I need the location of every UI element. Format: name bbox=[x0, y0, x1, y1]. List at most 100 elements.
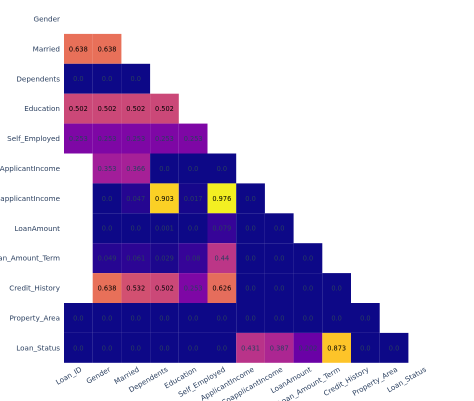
heatmap-cell bbox=[150, 303, 179, 333]
heatmap-cell bbox=[92, 183, 122, 214]
heatmap-cell bbox=[178, 123, 208, 154]
cell-value-label: 0.0 bbox=[188, 314, 199, 322]
heatmap-cell bbox=[207, 153, 237, 184]
cell-value-label: 0.253 bbox=[155, 135, 174, 143]
heatmap-cell bbox=[150, 213, 179, 244]
cell-value-label: 0.029 bbox=[155, 255, 174, 263]
cell-value-label: 0.976 bbox=[212, 195, 231, 203]
cell-value-label: 0.0 bbox=[102, 75, 113, 83]
heatmap-cell bbox=[322, 303, 351, 333]
cell-value-label: 0.0 bbox=[217, 165, 228, 173]
y-tick-label: Education bbox=[24, 104, 60, 113]
cell-value-label: 0.44 bbox=[215, 255, 230, 263]
heatmap-cell bbox=[236, 273, 265, 303]
cell-value-label: 0.502 bbox=[155, 105, 174, 113]
heatmap-cell bbox=[207, 332, 237, 363]
cell-value-label: 0.502 bbox=[69, 105, 88, 113]
heatmap-cell bbox=[236, 213, 265, 244]
heatmap-cell bbox=[64, 332, 93, 363]
cell-value-label: 0.017 bbox=[184, 195, 203, 203]
cell-value-label: 0.0 bbox=[73, 314, 84, 322]
heatmap-cell bbox=[121, 183, 151, 214]
heatmap-cell bbox=[293, 303, 323, 333]
heatmap-cell bbox=[92, 123, 122, 154]
cell-value-label: 0.0 bbox=[102, 344, 113, 352]
heatmap-cell bbox=[92, 153, 122, 184]
heatmap-cell bbox=[264, 273, 294, 303]
heatmap-cell bbox=[351, 303, 380, 333]
heatmap-cell bbox=[293, 243, 323, 274]
cell-value-label: 0.638 bbox=[69, 45, 88, 53]
heatmap-cell bbox=[264, 303, 294, 333]
cell-value-label: 0.253 bbox=[184, 284, 203, 292]
cell-value-label: 0.0 bbox=[303, 255, 314, 263]
y-tick-label: Gender bbox=[34, 14, 61, 23]
cell-value-label: 0.061 bbox=[126, 255, 145, 263]
heatmap-cell bbox=[236, 332, 265, 363]
cell-value-label: 0.0 bbox=[245, 195, 256, 203]
heatmap-cell bbox=[379, 332, 409, 363]
cell-value-label: 0.0 bbox=[217, 344, 228, 352]
heatmap-cell bbox=[92, 332, 122, 363]
cell-value-label: 0.0 bbox=[389, 344, 400, 352]
cell-value-label: 0.0 bbox=[73, 344, 84, 352]
y-tick-label: Loan_Amount_Term bbox=[0, 254, 60, 263]
y-tick-label: ApplicantIncome bbox=[0, 164, 61, 173]
cell-value-label: 0.0 bbox=[303, 314, 314, 322]
heatmap-cell bbox=[121, 303, 151, 333]
cell-value-label: 0.0 bbox=[188, 165, 199, 173]
heatmap-cell bbox=[264, 332, 294, 363]
heatmap-cell bbox=[92, 303, 122, 333]
x-tick-label: Gender bbox=[85, 365, 112, 386]
y-tick-label: Credit_History bbox=[9, 284, 61, 293]
cell-value-label: 0.0 bbox=[274, 225, 285, 233]
cell-value-label: 0.0 bbox=[131, 314, 142, 322]
heatmap-cell bbox=[121, 273, 151, 303]
heatmap-cell bbox=[150, 183, 179, 214]
heatmap-cell bbox=[121, 213, 151, 244]
heatmap-cell bbox=[150, 273, 179, 303]
cell-value-label: 0.0 bbox=[102, 225, 113, 233]
heatmap-cell bbox=[264, 213, 294, 244]
heatmap-cell bbox=[121, 93, 151, 124]
cell-value-label: 0.0 bbox=[131, 75, 142, 83]
cell-value-label: 0.0 bbox=[274, 284, 285, 292]
heatmap-cell bbox=[121, 153, 151, 184]
heatmap-cell bbox=[92, 63, 122, 94]
heatmap-cell bbox=[150, 93, 179, 124]
heatmap-cell bbox=[64, 93, 93, 124]
cell-value-label: 0.387 bbox=[270, 344, 289, 352]
cell-value-label: 0.0 bbox=[360, 344, 371, 352]
heatmap-cell bbox=[178, 183, 208, 214]
cell-value-label: 0.079 bbox=[212, 225, 231, 233]
cell-value-label: 0.626 bbox=[212, 284, 231, 292]
heatmap-cell bbox=[293, 273, 323, 303]
cell-value-label: 0.502 bbox=[98, 105, 117, 113]
heatmap-cell bbox=[207, 303, 237, 333]
heatmap-cell bbox=[121, 123, 151, 154]
heatmap-cell bbox=[264, 243, 294, 274]
cell-value-label: 0.0 bbox=[245, 225, 256, 233]
heatmap-cell bbox=[293, 332, 323, 363]
heatmap-cell bbox=[322, 332, 351, 363]
cell-value-label: 0.502 bbox=[155, 284, 174, 292]
cell-value-label: 0.0 bbox=[159, 344, 170, 352]
cell-value-label: 0.0 bbox=[245, 255, 256, 263]
cell-value-label: 0.0 bbox=[102, 195, 113, 203]
heatmap-cell bbox=[121, 243, 151, 274]
heatmap-cell bbox=[92, 93, 122, 124]
cell-value-label: 0.366 bbox=[126, 165, 145, 173]
cell-value-label: 0.0 bbox=[331, 314, 342, 322]
y-tick-label: Property_Area bbox=[9, 313, 60, 322]
heatmap-cell bbox=[92, 33, 122, 64]
cell-value-label: 0.0 bbox=[331, 284, 342, 292]
cell-value-label: 0.0 bbox=[217, 314, 228, 322]
heatmap-cell bbox=[236, 303, 265, 333]
heatmap-cell bbox=[150, 123, 179, 154]
cell-value-label: 0.873 bbox=[327, 344, 346, 352]
cell-value-label: 0.0 bbox=[159, 314, 170, 322]
heatmap-cell bbox=[64, 303, 93, 333]
cell-value-label: 0.253 bbox=[126, 135, 145, 143]
cell-value-label: 0.049 bbox=[98, 255, 117, 263]
